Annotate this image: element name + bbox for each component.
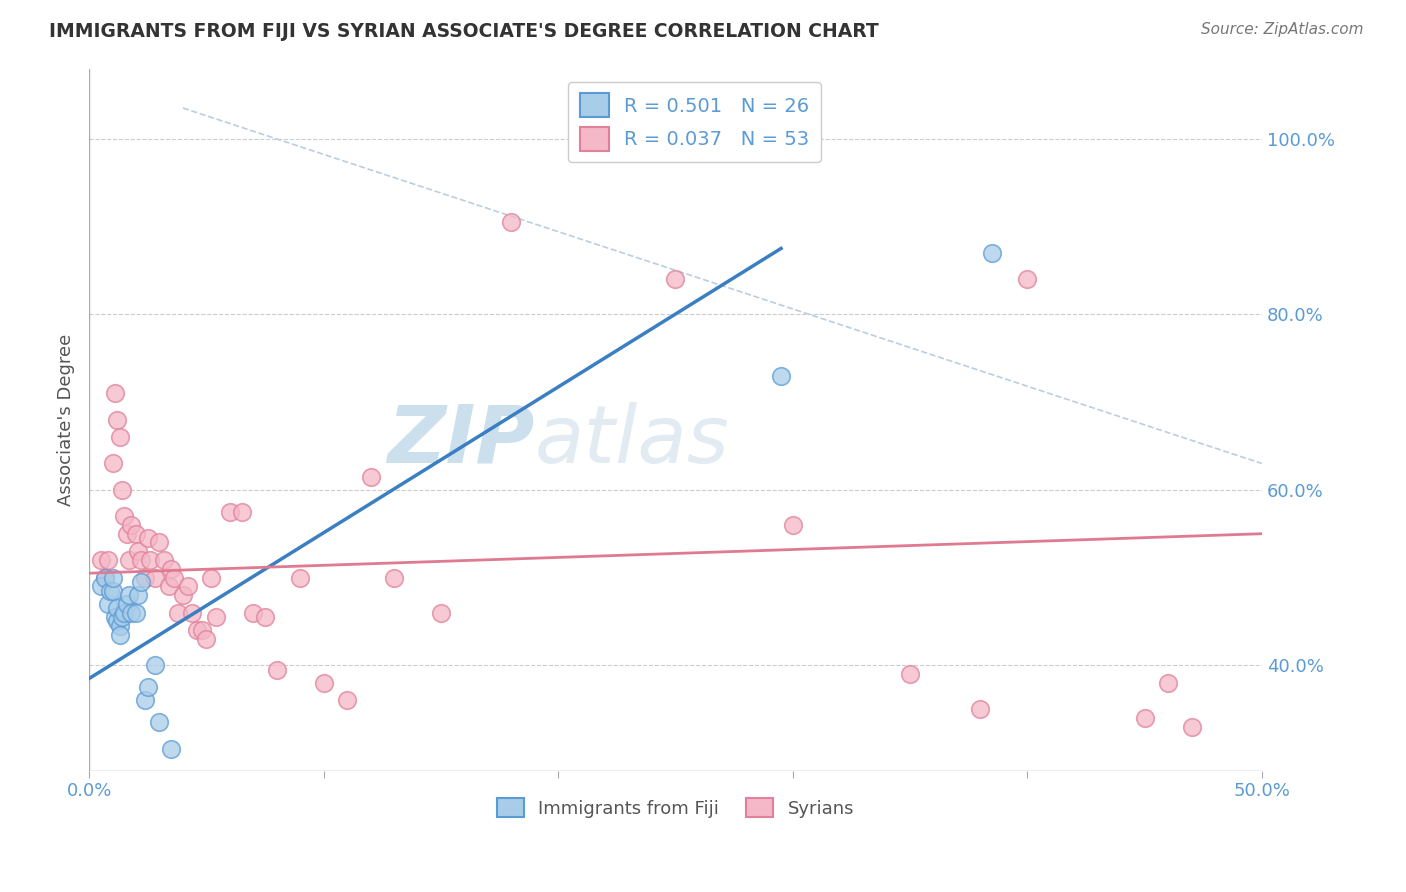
Point xyxy=(898,667,921,681)
Point xyxy=(108,430,131,444)
Point xyxy=(501,215,523,229)
Point xyxy=(200,571,222,585)
Point xyxy=(360,469,382,483)
Point xyxy=(125,606,148,620)
Point xyxy=(782,517,804,532)
Point xyxy=(127,544,149,558)
Point xyxy=(115,597,138,611)
Point xyxy=(105,412,128,426)
Text: Source: ZipAtlas.com: Source: ZipAtlas.com xyxy=(1201,22,1364,37)
Point xyxy=(430,606,453,620)
Point xyxy=(1133,711,1156,725)
Point xyxy=(90,579,112,593)
Point xyxy=(969,702,991,716)
Point xyxy=(115,526,138,541)
Point xyxy=(664,272,686,286)
Point xyxy=(172,588,194,602)
Point xyxy=(134,571,156,585)
Point xyxy=(312,676,335,690)
Point xyxy=(101,571,124,585)
Point xyxy=(90,553,112,567)
Point xyxy=(148,535,170,549)
Point xyxy=(97,597,120,611)
Point xyxy=(157,579,180,593)
Point xyxy=(136,531,159,545)
Point xyxy=(336,693,359,707)
Point xyxy=(118,553,141,567)
Text: IMMIGRANTS FROM FIJI VS SYRIAN ASSOCIATE'S DEGREE CORRELATION CHART: IMMIGRANTS FROM FIJI VS SYRIAN ASSOCIATE… xyxy=(49,22,879,41)
Point xyxy=(108,627,131,641)
Point xyxy=(118,588,141,602)
Point xyxy=(111,610,134,624)
Point xyxy=(101,583,124,598)
Point xyxy=(104,610,127,624)
Point xyxy=(108,619,131,633)
Point xyxy=(112,606,135,620)
Point xyxy=(288,571,311,585)
Point xyxy=(143,658,166,673)
Point xyxy=(176,579,198,593)
Point xyxy=(94,571,117,585)
Point xyxy=(148,715,170,730)
Point xyxy=(105,601,128,615)
Point xyxy=(770,368,793,383)
Point xyxy=(382,571,405,585)
Point xyxy=(136,681,159,695)
Point xyxy=(125,526,148,541)
Point xyxy=(129,574,152,589)
Y-axis label: Associate's Degree: Associate's Degree xyxy=(58,334,75,506)
Point xyxy=(204,610,226,624)
Point xyxy=(231,505,253,519)
Point xyxy=(195,632,218,646)
Point xyxy=(97,553,120,567)
Point xyxy=(253,610,276,624)
Point xyxy=(190,624,212,638)
Point xyxy=(186,624,208,638)
Point xyxy=(218,505,240,519)
Point xyxy=(266,663,288,677)
Point xyxy=(242,606,264,620)
Point xyxy=(981,245,1004,260)
Point xyxy=(111,483,134,497)
Point xyxy=(120,517,142,532)
Point xyxy=(167,606,190,620)
Point xyxy=(120,606,142,620)
Point xyxy=(134,693,156,707)
Text: atlas: atlas xyxy=(534,401,730,480)
Point xyxy=(112,509,135,524)
Point xyxy=(101,457,124,471)
Point xyxy=(181,606,204,620)
Point xyxy=(104,386,127,401)
Point xyxy=(129,553,152,567)
Point xyxy=(162,571,184,585)
Point xyxy=(1017,272,1039,286)
Point xyxy=(127,588,149,602)
Point xyxy=(105,615,128,629)
Point xyxy=(160,741,183,756)
Legend: Immigrants from Fiji, Syrians: Immigrants from Fiji, Syrians xyxy=(489,791,862,825)
Point xyxy=(94,571,117,585)
Point xyxy=(153,553,176,567)
Text: ZIP: ZIP xyxy=(388,401,534,480)
Point xyxy=(143,571,166,585)
Point xyxy=(1180,720,1202,734)
Point xyxy=(139,553,162,567)
Point xyxy=(98,583,121,598)
Point xyxy=(1157,676,1180,690)
Point xyxy=(160,562,183,576)
